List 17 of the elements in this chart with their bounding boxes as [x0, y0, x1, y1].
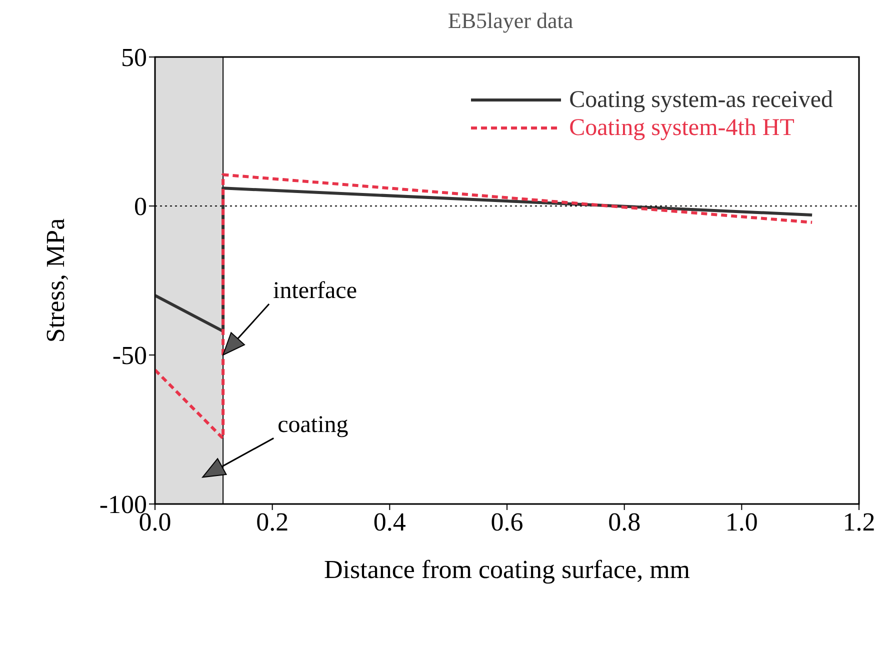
x-tick-label: 0.2 — [256, 507, 289, 536]
y-axis-title: Stress, MPa — [41, 218, 70, 343]
legend-label: Coating system-as received — [569, 86, 833, 114]
legend-label: Coating system-4th HT — [569, 114, 794, 142]
y-tick-label: 0 — [134, 192, 147, 222]
x-axis-title: Distance from coating surface, mm — [324, 555, 690, 584]
x-tick-label: 1.0 — [725, 507, 758, 536]
y-tick-label: -50 — [112, 341, 147, 370]
x-tick-label: 0.8 — [608, 507, 641, 536]
x-tick-label: 0.6 — [490, 507, 524, 536]
band-label: coating — [278, 412, 348, 438]
x-tick-label: 1.2 — [842, 507, 876, 536]
chart-title: EB5layer data — [446, 8, 574, 34]
x-tick-label: 0.4 — [373, 507, 406, 536]
y-tick-label: 50 — [121, 43, 147, 72]
annotation: interface — [273, 278, 357, 304]
line-series — [155, 173, 814, 440]
